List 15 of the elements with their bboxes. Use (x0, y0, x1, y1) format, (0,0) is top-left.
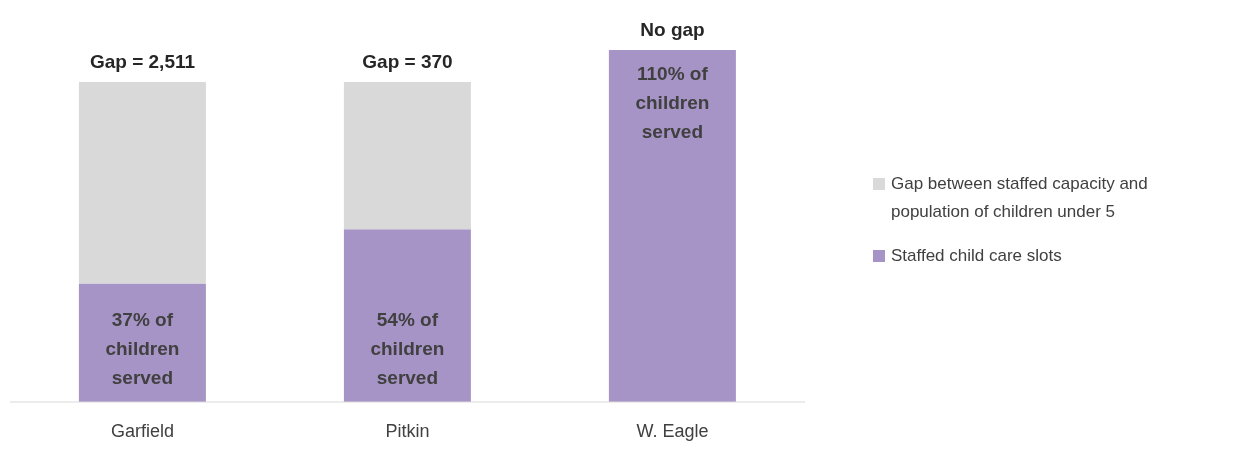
legend-label: Gap between staffed capacity and population of children under 5 (891, 173, 1149, 223)
bar (343, 229, 471, 402)
data-label: 110% of children served (635, 63, 710, 142)
annotation: Gap = 370 (362, 51, 453, 72)
x-tick-label: W. Eagle (636, 420, 709, 441)
x-tick-label: Garfield (110, 420, 175, 441)
annotation: No gap (640, 19, 705, 40)
data-label: 37% of children served (105, 309, 180, 388)
legend-label: Staffed child care slots (891, 245, 1063, 267)
x-tick-label: Pitkin (385, 420, 430, 441)
bar (78, 82, 206, 284)
annotation: Gap = 2,511 (89, 51, 196, 72)
bar (343, 82, 471, 230)
bar (608, 50, 736, 402)
data-label: 54% of children served (370, 309, 445, 388)
